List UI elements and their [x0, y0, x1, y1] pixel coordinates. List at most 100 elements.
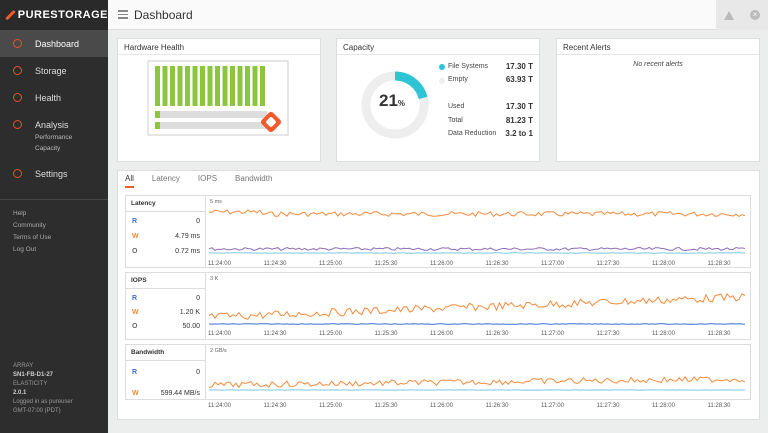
fs-value: 17.30 T: [505, 62, 533, 71]
x-tick-label: 11:27:00: [541, 331, 564, 337]
blade-7[interactable]: [200, 66, 205, 106]
capacity-donut: [361, 71, 429, 139]
timezone: GMT-07:00 (PDT): [13, 408, 61, 414]
blade-4[interactable]: [177, 66, 183, 106]
tab-bandwidth[interactable]: Bandwidth: [235, 174, 273, 183]
brand-logo[interactable]: PURESTORAGE: [0, 0, 108, 30]
blade-15[interactable]: [260, 66, 265, 106]
x-tick-label: 11:28:00: [652, 331, 675, 337]
blade-9[interactable]: [215, 66, 220, 106]
tab-latency[interactable]: Latency: [151, 174, 180, 183]
blade-8[interactable]: [207, 66, 213, 106]
x-tick-label: 11:25:30: [374, 403, 398, 409]
brand-name: PURESTORAGE: [17, 9, 108, 21]
hardware-health-panel: Hardware Health: [117, 38, 321, 162]
nav-health[interactable]: Health: [0, 84, 108, 111]
capacity-panel: Capacity 21% File Systems 17.30 T Empty …: [336, 38, 540, 162]
top-bar: Dashboard ×: [108, 0, 768, 30]
warning-icon[interactable]: [724, 10, 734, 20]
x-tick-label: 11:27:30: [596, 403, 620, 409]
metric-value: 1.20 K: [179, 309, 200, 316]
latency-write-line: [208, 209, 746, 218]
nav-storage[interactable]: Storage: [0, 57, 108, 84]
x-tick-label: 11:24:30: [263, 403, 287, 409]
nav-settings[interactable]: Settings: [0, 160, 108, 187]
nav-capacity[interactable]: Capacity: [35, 145, 61, 152]
scale-label: 2 GB/s: [210, 348, 227, 354]
scale-label: 5 ms: [210, 199, 222, 205]
x-tick-label: 11:26:00: [430, 403, 453, 409]
latency-plot[interactable]: [207, 196, 751, 256]
x-tick-label: 11:24:00: [208, 331, 231, 337]
iops-chart: IOPS R 0 W 1.20 K O 50.00 3 K: [125, 272, 751, 340]
total-value: 81.23 T: [505, 116, 533, 125]
x-tick-label: 11:24:30: [263, 261, 287, 267]
nav-label: Health: [35, 92, 62, 103]
x-tick-label: 11:24:00: [208, 261, 231, 267]
blade-3[interactable]: [170, 66, 175, 106]
blade-6[interactable]: [192, 66, 198, 106]
elasticity-version: 2.0.1: [13, 390, 27, 396]
file-systems-legend-icon: [439, 64, 445, 70]
menu-icon[interactable]: [118, 8, 128, 21]
close-icon[interactable]: ×: [750, 10, 760, 20]
x-tick-label: 11:28:30: [707, 261, 731, 267]
latency-chart: Latency R 0 W 4.79 ms O 0.72 ms 5 ms: [125, 195, 751, 268]
settings-icon: [13, 169, 22, 178]
recent-alerts-panel: Recent Alerts No recent alerts: [556, 38, 760, 162]
metric-title: IOPS: [126, 273, 205, 289]
nav-analysis[interactable]: Analysis: [0, 111, 108, 138]
metric-key: R: [132, 218, 138, 225]
x-tick-label: 11:25:30: [374, 331, 398, 337]
x-tick-label: 11:28:30: [707, 331, 731, 337]
storage-icon: [13, 66, 22, 75]
x-tick-label: 11:24:00: [208, 403, 231, 409]
metric-key: W: [132, 390, 139, 397]
nav-performance[interactable]: Performance: [35, 134, 73, 141]
x-tick-label: 11:24:30: [263, 331, 287, 337]
metric-value: 50.00: [182, 323, 200, 330]
blade-12[interactable]: [237, 66, 243, 106]
iops-metrics: IOPS R 0 W 1.20 K O 50.00: [126, 273, 206, 339]
link-help[interactable]: Help: [13, 210, 27, 217]
blade-13[interactable]: [245, 66, 250, 106]
bandwidth-plot[interactable]: [207, 345, 751, 393]
x-tick-label: 11:28:00: [652, 403, 675, 409]
metric-title: Bandwidth: [126, 345, 205, 361]
tab-all[interactable]: All: [125, 174, 134, 188]
bandwidth-metrics: Bandwidth R 0 W 599.44 MB/s: [126, 345, 206, 399]
blade-11[interactable]: [230, 66, 235, 106]
logged-in-user: Logged in as pureuser: [13, 399, 73, 405]
array-label: ARRAY: [13, 363, 34, 369]
link-community[interactable]: Community: [13, 222, 46, 229]
blade-5[interactable]: [185, 66, 190, 106]
metric-key: W: [132, 309, 139, 316]
nav-label: Dashboard: [35, 38, 80, 49]
capacity-percent: 21%: [379, 91, 406, 110]
metric-value: 0: [196, 369, 200, 376]
metric-value: 599.44 MB/s: [160, 390, 200, 397]
iops-plot[interactable]: [207, 273, 751, 329]
nav-dashboard[interactable]: Dashboard: [0, 30, 108, 57]
x-tick-label: 11:25:00: [319, 403, 342, 409]
x-tick-label: 11:25:30: [374, 261, 398, 267]
metric-value: 0: [196, 295, 200, 302]
x-tick-label: 11:27:00: [541, 403, 564, 409]
x-tick-label: 11:25:00: [319, 331, 342, 337]
iops-write-line: [208, 293, 746, 320]
blade-2[interactable]: [162, 66, 168, 106]
tab-iops[interactable]: IOPS: [197, 174, 218, 183]
fs-label: File Systems: [448, 63, 489, 70]
blade-1[interactable]: [155, 66, 160, 106]
empty-value: 63.93 T: [505, 75, 533, 84]
page-title: Dashboard: [134, 7, 193, 22]
dashboard-icon: [13, 39, 22, 48]
blade-14[interactable]: [252, 66, 258, 106]
link-logout[interactable]: Log Out: [13, 246, 37, 253]
blade-10[interactable]: [222, 66, 228, 106]
x-tick-label: 11:26:00: [430, 331, 453, 337]
metric-title: Latency: [126, 196, 205, 212]
empty-label: Empty: [448, 76, 468, 83]
hardware-chassis-graphic[interactable]: [118, 56, 320, 162]
link-terms[interactable]: Terms of Use: [13, 234, 52, 241]
